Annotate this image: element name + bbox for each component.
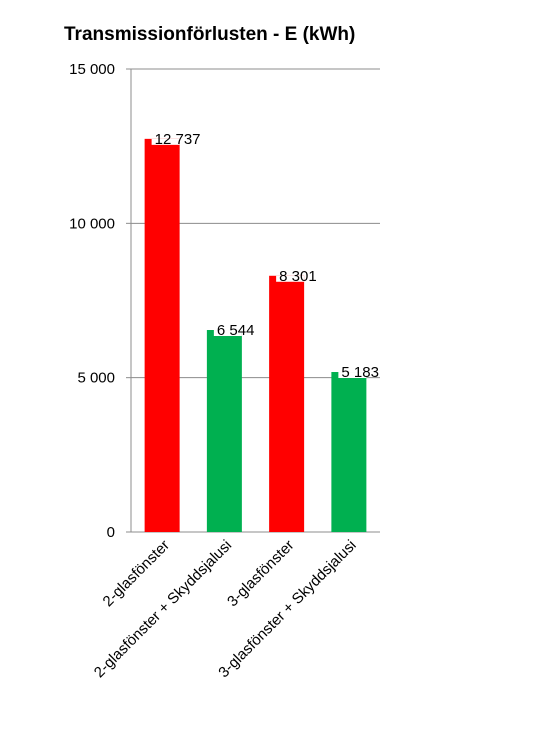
bars <box>144 138 367 533</box>
bar-value-label: 6 544 <box>217 322 255 339</box>
bar-label-notch <box>213 330 242 337</box>
bar-label-notch <box>338 372 367 379</box>
bar-label-notch <box>151 138 180 145</box>
data-labels: 12 737 6 544 8 301 5 183 <box>155 131 379 381</box>
y-tick-label: 5 000 <box>77 370 115 387</box>
bar <box>144 138 180 533</box>
bar-label-notch <box>276 275 305 282</box>
bar <box>331 372 367 532</box>
bar <box>269 275 305 532</box>
chart-title: Transmissionförlusten - E (kWh) <box>64 24 355 45</box>
bar-value-label: 12 737 <box>155 131 201 148</box>
y-tick-labels: 0 5 000 10 000 15 000 <box>69 61 115 541</box>
bar-value-label: 5 183 <box>341 364 379 381</box>
y-tick-label: 0 <box>107 524 115 541</box>
bar-value-label: 8 301 <box>279 268 317 285</box>
bar <box>206 330 242 532</box>
y-tick-label: 15 000 <box>69 61 115 78</box>
y-tick-label: 10 000 <box>69 215 115 232</box>
